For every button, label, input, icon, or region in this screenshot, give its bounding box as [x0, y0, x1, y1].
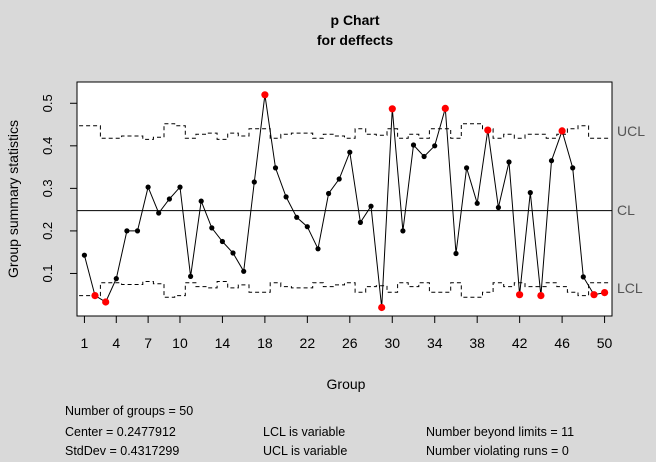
data-point — [283, 194, 289, 200]
stats-center: Center = 0.2477912 — [65, 425, 176, 439]
plot-panel — [76, 81, 613, 317]
y-tick-label: 0.5 — [40, 94, 55, 112]
y-axis-label: Group summary statistics — [5, 120, 21, 278]
x-tick-label: 42 — [512, 335, 528, 351]
stats-violating-runs: Number violating runs = 0 — [426, 444, 569, 458]
chart-title: p Chart — [331, 12, 380, 28]
data-point-violation — [590, 291, 598, 299]
data-point — [432, 143, 438, 149]
data-point-violation — [601, 289, 609, 297]
ucl-label: UCL — [617, 123, 645, 139]
data-point — [134, 228, 141, 234]
data-point — [124, 228, 130, 234]
data-point — [400, 228, 406, 234]
chart-subtitle: for deffects — [317, 32, 393, 48]
x-tick-label: 50 — [597, 335, 613, 351]
data-point — [219, 238, 225, 245]
stats-lcl: LCL is variable — [263, 425, 346, 439]
x-tick-label: 14 — [215, 335, 231, 351]
stats-stddev: StdDev = 0.4317299 — [65, 444, 180, 458]
data-point — [177, 184, 183, 190]
data-point — [156, 210, 162, 216]
data-point — [272, 165, 279, 171]
data-point — [166, 196, 172, 202]
x-tick-label: 34 — [427, 335, 443, 351]
y-tick-label: 0.4 — [40, 137, 55, 155]
data-point-violation — [388, 105, 396, 113]
data-point-violation — [378, 303, 386, 312]
data-point — [230, 250, 236, 256]
data-point — [315, 246, 321, 252]
data-point-violation — [558, 127, 566, 135]
data-point — [474, 200, 480, 206]
data-point-violation — [484, 126, 492, 134]
x-tick-label: 22 — [300, 335, 316, 351]
control-limits — [77, 123, 612, 298]
x-tick-label: 46 — [554, 335, 570, 351]
x-tick-label: 18 — [257, 335, 273, 351]
data-point — [453, 250, 459, 257]
data-point — [357, 219, 363, 225]
data-point — [410, 142, 417, 148]
data-point — [145, 184, 151, 190]
data-point — [294, 214, 300, 220]
x-tick-label: 7 — [144, 335, 152, 351]
data-point — [241, 268, 247, 274]
data-point — [347, 149, 353, 155]
x-tick-label: 38 — [469, 335, 485, 351]
data-point — [580, 274, 586, 280]
data-point — [495, 204, 501, 211]
series-line — [83, 94, 605, 308]
data-point — [81, 252, 87, 258]
x-tick-label: 10 — [172, 335, 188, 351]
data-point-violation — [102, 298, 110, 306]
data-point — [198, 198, 204, 204]
data-point — [209, 225, 215, 231]
data-point — [506, 159, 512, 165]
x-tick-label: 4 — [112, 335, 120, 351]
y-tick-label: 0.3 — [40, 179, 55, 197]
x-tick-label: 26 — [342, 335, 358, 351]
axes: 1 4 7 10 14 18 22 26 30 34 38 42 46 500.10.20.30.40.5 — [40, 94, 613, 351]
data-point — [464, 165, 470, 171]
x-tick-label: 30 — [384, 335, 400, 351]
x-axis-label: Group — [327, 376, 366, 392]
data-point — [421, 153, 427, 160]
data-point — [527, 190, 533, 196]
stats-ucl: UCL is variable — [263, 444, 348, 458]
data-point-violation — [91, 292, 99, 300]
data-point — [326, 190, 332, 197]
data-point — [336, 176, 342, 182]
data-point — [368, 203, 374, 209]
y-tick-label: 0.1 — [40, 264, 55, 282]
data-point-violation — [537, 292, 545, 300]
stats-beyond-limits: Number beyond limits = 11 — [426, 425, 575, 439]
ucl-line — [79, 123, 610, 140]
stats-groups: Number of groups = 50 — [65, 404, 194, 418]
data-point — [570, 165, 576, 171]
data-point — [113, 276, 119, 282]
data-point-violation — [516, 291, 524, 299]
data-point — [548, 158, 555, 164]
data-point-violation — [441, 104, 449, 112]
data-point — [304, 224, 310, 230]
x-tick-label: 1 — [81, 335, 89, 351]
lcl-line — [79, 281, 610, 298]
y-tick-label: 0.2 — [40, 222, 55, 240]
lcl-label: LCL — [617, 280, 643, 296]
data-point — [251, 179, 257, 185]
data-point — [188, 273, 194, 279]
data-point-violation — [261, 91, 269, 99]
cl-label: CL — [617, 202, 635, 218]
data-series — [81, 91, 609, 312]
